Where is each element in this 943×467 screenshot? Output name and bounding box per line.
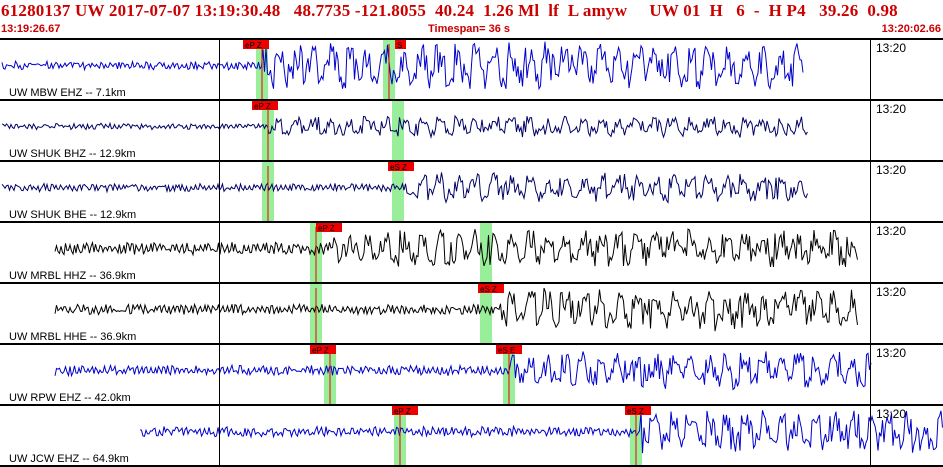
station-label: UW JCW EHZ -- 64.9km <box>9 453 129 465</box>
timespan-label: Timespan= 36 s <box>428 23 511 35</box>
station-label: UW MBW EHZ -- 7.1km <box>9 87 126 99</box>
panel-time-label: 13:20 <box>876 224 907 238</box>
trace-panel[interactable]: eS Z 13:20 UW SHUK BHE -- 12.9km <box>0 162 943 223</box>
time-gridline <box>219 162 220 221</box>
waveform-plot: eP Z <box>1 101 808 160</box>
time-gridline <box>870 40 871 99</box>
waveform-trace <box>1 114 808 140</box>
time-gridline <box>219 406 220 465</box>
pick-flag <box>310 345 336 354</box>
time-gridline <box>219 101 220 160</box>
pick-flag <box>316 223 342 232</box>
time-gridline <box>219 40 220 99</box>
waveform-trace <box>54 228 858 268</box>
time-gridline <box>219 223 220 282</box>
trace-panel[interactable]: eP Z 13:20 UW SHUK BHZ -- 12.9km <box>0 101 943 162</box>
end-time-label: 13:20:02.66 <box>881 23 941 35</box>
station-label: UW MRBL HHZ -- 36.9km <box>9 270 136 282</box>
pick-flag <box>395 40 406 49</box>
pick-flag <box>392 406 418 415</box>
pick-label: S <box>397 41 402 50</box>
pick-flag <box>388 162 414 171</box>
pick-label: eP Z <box>245 41 262 50</box>
trace-panel[interactable]: eP Z eS Z 13:20 UW JCW EHZ -- 64.9km <box>0 406 943 467</box>
waveform-trace <box>1 41 804 91</box>
pick-label: eS Z <box>390 163 407 172</box>
event-header: 61280137 UW 2017-07-07 13:19:30.48 48.77… <box>0 0 943 40</box>
time-gridline <box>870 101 871 160</box>
start-time-label: 13:19:26.67 <box>1 23 61 35</box>
pick-flag <box>625 406 651 415</box>
trace-panel[interactable]: eP Z eS E 13:20 UW RPW EHZ -- 42.0km <box>0 345 943 406</box>
pick-label: eP Z <box>312 346 329 355</box>
waveform-plot: eP Z eS Z <box>139 406 943 465</box>
pick-flag <box>243 40 269 49</box>
time-gridline <box>870 284 871 343</box>
station-label: UW SHUK BHZ -- 12.9km <box>9 148 136 160</box>
time-gridline <box>870 406 871 465</box>
panel-time-label: 13:20 <box>876 407 907 421</box>
event-summary-line: 61280137 UW 2017-07-07 13:19:30.48 48.77… <box>1 1 898 20</box>
panel-time-label: 13:20 <box>876 41 907 55</box>
pick-label: eP Z <box>318 224 335 233</box>
panel-time-label: 13:20 <box>876 346 907 360</box>
trace-panel[interactable]: eP Z S 13:20 UW MBW EHZ -- 7.1km <box>0 40 943 101</box>
time-gridline <box>870 162 871 221</box>
panel-time-label: 13:20 <box>876 102 907 116</box>
time-gridline <box>870 223 871 282</box>
waveform-plot: eP Z eS E <box>54 345 872 404</box>
pick-flag <box>478 284 504 293</box>
waveform-trace <box>54 351 872 391</box>
time-gridline <box>219 345 220 404</box>
pick-label: eS E <box>498 346 515 355</box>
waveform-trace <box>1 171 808 205</box>
waveform-plot: eS Z <box>54 284 858 343</box>
station-label: UW MRBL HHE -- 36.9km <box>9 331 137 343</box>
panel-time-label: 13:20 <box>876 285 907 299</box>
pick-label: eS Z <box>480 285 497 294</box>
pick-label: eP Z <box>254 102 271 111</box>
waveform-plot: eP Z S <box>1 40 804 99</box>
station-label: UW RPW EHZ -- 42.0km <box>9 392 131 404</box>
pick-flag <box>252 101 278 110</box>
station-label: UW SHUK BHE -- 12.9km <box>9 209 137 221</box>
time-gridline <box>870 345 871 404</box>
trace-panel[interactable]: eP Z 13:20 UW MRBL HHZ -- 36.9km <box>0 223 943 284</box>
waveform-plot: eS Z <box>1 162 808 221</box>
waveform-plot: eP Z <box>54 223 858 282</box>
waveform-trace <box>54 287 858 332</box>
pick-label: eP Z <box>394 407 411 416</box>
trace-panel[interactable]: eS Z 13:20 UW MRBL HHE -- 36.9km <box>0 284 943 345</box>
waveform-trace <box>139 410 943 454</box>
time-gridline <box>219 284 220 343</box>
seismogram-traces: eP Z S 13:20 UW MBW EHZ -- 7.1km eP Z 13:20 UW… <box>0 40 943 467</box>
pick-label: eS Z <box>627 407 644 416</box>
panel-time-label: 13:20 <box>876 163 907 177</box>
pick-flag <box>496 345 522 354</box>
pick-window <box>480 284 492 343</box>
pick-window <box>392 162 404 221</box>
